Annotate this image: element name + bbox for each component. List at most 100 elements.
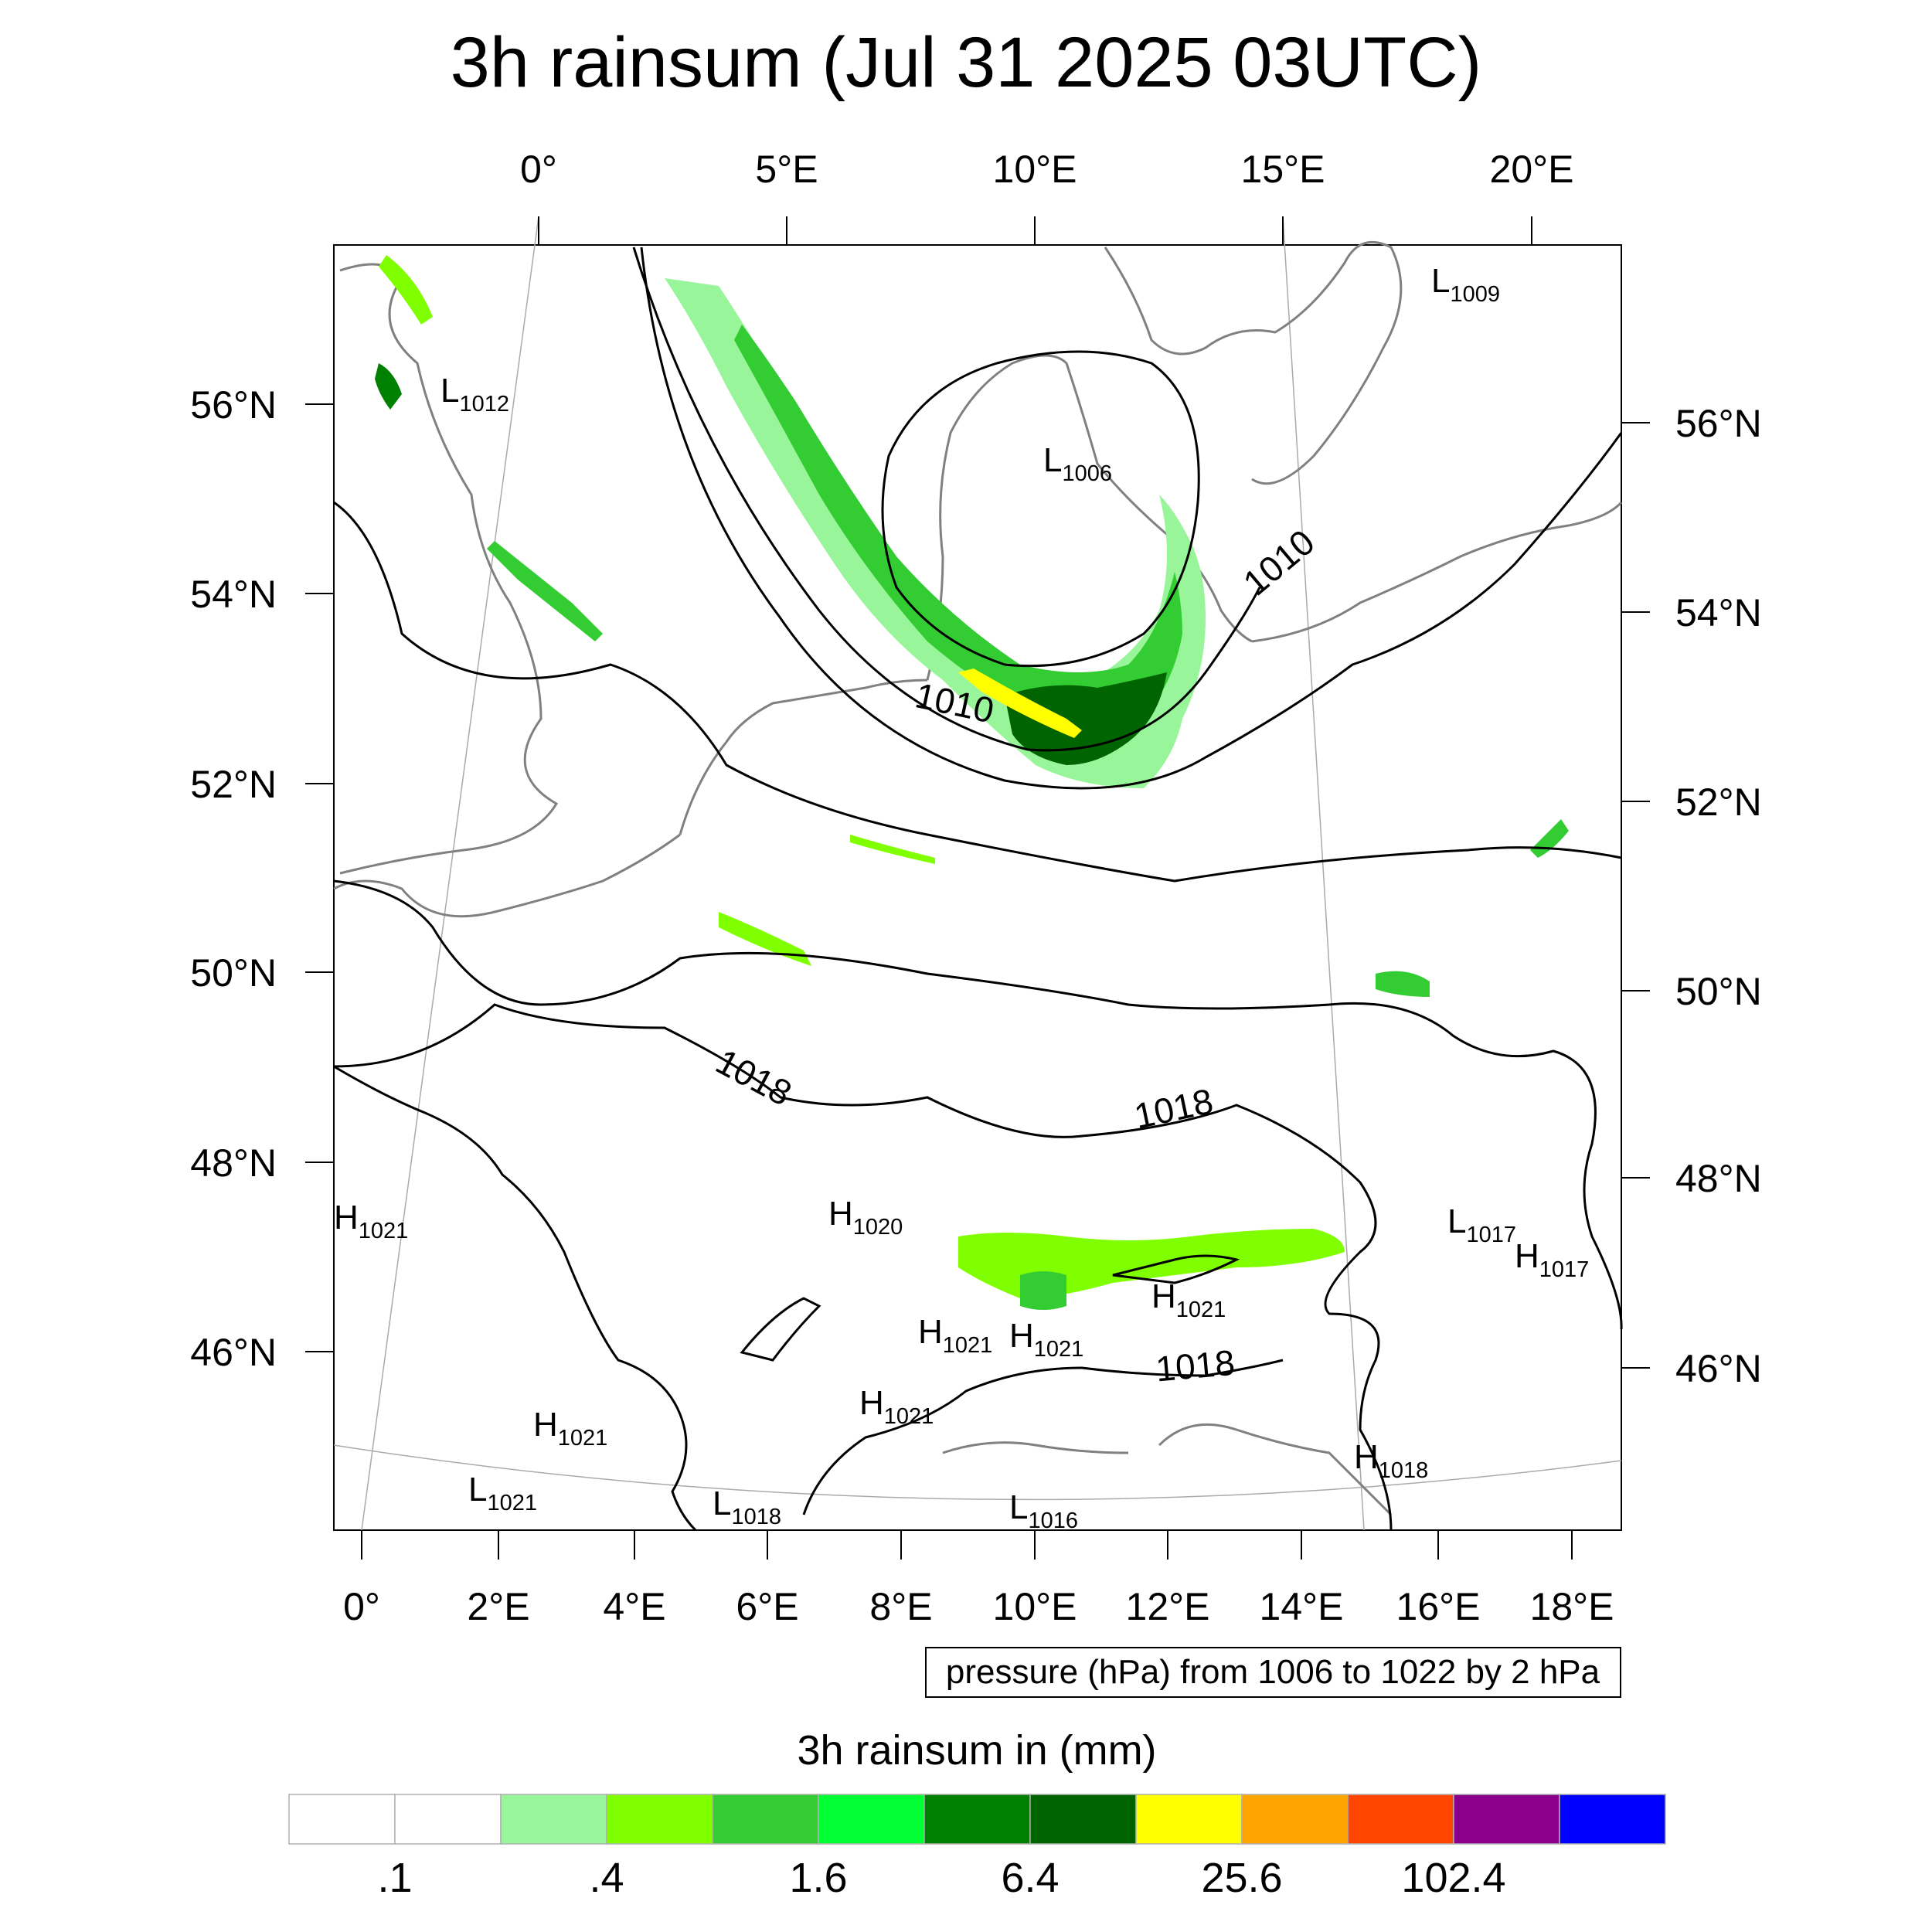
left-tick-label: 46°N	[190, 1331, 277, 1374]
colorbar-tick-label: .4	[589, 1855, 624, 1901]
pressure-info-text: pressure (hPa) from 1006 to 1022 by 2 hP…	[946, 1653, 1600, 1691]
colorbar-swatch	[606, 1794, 713, 1845]
bottom-tick-label: 10°E	[993, 1585, 1077, 1628]
pressure-system-high: H1021	[859, 1384, 934, 1429]
meridian-0	[361, 216, 539, 1531]
bottom-tick-label: 16°E	[1396, 1585, 1481, 1628]
left-tick-label: 50°N	[190, 951, 277, 995]
pressure-info-box: pressure (hPa) from 1006 to 1022 by 2 hP…	[925, 1647, 1621, 1698]
pressure-system-high: H1017	[1515, 1237, 1589, 1282]
colorbar-tick-label: 6.4	[1001, 1855, 1059, 1901]
pressure-system-high: H1018	[1354, 1438, 1428, 1483]
left-tick-label: 52°N	[190, 763, 277, 806]
pressure-system-high: H1021	[1151, 1277, 1226, 1322]
pressure-system-low: L1006	[1043, 441, 1112, 486]
colorbar: 3h rainsum in (mm) .1 .4 1.6 6.4 25.6 102.4	[288, 1727, 1666, 1901]
bottom-tick-label: 14°E	[1260, 1585, 1344, 1628]
pressure-system-low: L1017	[1447, 1202, 1516, 1247]
colorbar-labels: .1 .4 1.6 6.4 25.6 102.4	[377, 1855, 1505, 1901]
pressure-system-low: L1021	[468, 1471, 537, 1515]
rain-scotland	[375, 363, 402, 410]
left-tick-label: 56°N	[190, 383, 277, 427]
colorbar-tick-label: .1	[377, 1855, 412, 1901]
coast-italy-north	[942, 1441, 1129, 1454]
isobar-1016	[333, 1003, 1393, 1531]
colorbar-swatch	[500, 1794, 607, 1845]
left-tick-label: 48°N	[190, 1141, 277, 1185]
rain-band-main	[665, 278, 1206, 788]
pressure-system-high: H1021	[533, 1406, 607, 1451]
pressure-system-high: H1021	[334, 1199, 408, 1243]
pressure-system-low: L1016	[1009, 1488, 1078, 1533]
bottom-tick-label: 0°	[343, 1585, 380, 1628]
coast-adriatic	[1158, 1423, 1393, 1516]
tick-marks	[305, 216, 1650, 1560]
colorbar-swatch	[712, 1794, 819, 1845]
rain-streak-uk-1	[487, 541, 603, 641]
figure-title: 3h rainsum (Jul 31 2025 03UTC)	[451, 23, 1482, 102]
colorbar-swatch	[1559, 1794, 1666, 1845]
rain-alps-core	[1020, 1271, 1066, 1310]
right-tick-label: 52°N	[1675, 781, 1762, 824]
colorbar-swatch	[923, 1794, 1031, 1845]
isobar-1018	[333, 1065, 697, 1532]
parallel-south	[333, 1444, 1622, 1501]
pressure-system-low: L1009	[1431, 262, 1500, 307]
isobar-1006	[881, 350, 1200, 668]
pressure-system-high: H1021	[1009, 1317, 1083, 1362]
left-tick-label: 54°N	[190, 573, 277, 616]
pressure-systems: L1009 L1012 L1006 H1021 H1020 L1017 H101…	[334, 262, 1589, 1533]
bottom-tick-label: 2°E	[467, 1585, 529, 1628]
pressure-info-frame	[925, 1647, 1621, 1698]
pressure-system-high: H1020	[828, 1195, 903, 1240]
isobar-label-1018-s: 1018	[1154, 1342, 1236, 1389]
map-frame	[333, 244, 1622, 1531]
top-tick-label: 20°E	[1490, 148, 1574, 191]
colorbar-swatch	[288, 1794, 396, 1845]
isobar-1010	[640, 247, 1623, 790]
bottom-tick-label: 6°E	[736, 1585, 798, 1628]
rain-streak-uk-2	[379, 255, 433, 325]
colorbar-swatch	[1135, 1794, 1243, 1845]
top-axis-labels: 0° 5°E 10°E 15°E 20°E	[520, 148, 1573, 191]
colorbar-tick-label: 1.6	[789, 1855, 847, 1901]
rain-nl-bands-2	[850, 835, 935, 864]
colorbar-swatch	[818, 1794, 925, 1845]
bottom-tick-label: 4°E	[603, 1585, 665, 1628]
bottom-axis-labels: 0° 2°E 4°E 6°E 8°E 10°E 12°E 14°E 16°E 1…	[343, 1585, 1614, 1628]
map-panel: 1010 1010 1018 1018 1018 L1009 L1012 L10…	[333, 216, 1623, 1533]
colorbar-title: 3h rainsum in (mm)	[797, 1727, 1156, 1774]
isobar-alps-2	[1112, 1254, 1240, 1284]
right-tick-label: 54°N	[1675, 591, 1762, 634]
top-tick-label: 0°	[520, 148, 557, 191]
pressure-system-low: L1012	[440, 372, 509, 417]
pressure-system-high: H1021	[918, 1313, 992, 1358]
right-tick-label: 46°N	[1675, 1347, 1762, 1390]
rain-extreme	[958, 668, 1082, 738]
top-tick-label: 15°E	[1241, 148, 1325, 191]
meridian-15e	[1282, 216, 1365, 1531]
isobar-1008	[632, 247, 1261, 752]
top-tick-label: 10°E	[993, 148, 1077, 191]
colorbar-swatches	[288, 1794, 1666, 1845]
rain-field	[375, 255, 1569, 1310]
coast-uk	[339, 263, 559, 875]
colorbar-swatch	[1347, 1794, 1454, 1845]
isobar-1014	[333, 879, 1623, 1330]
pressure-system-low: L1018	[713, 1485, 781, 1529]
isobar-1018-south	[802, 1359, 1284, 1515]
colorbar-swatch	[1241, 1794, 1349, 1845]
top-tick-label: 5°E	[755, 148, 818, 191]
bottom-tick-label: 8°E	[869, 1585, 932, 1628]
bottom-tick-label: 12°E	[1126, 1585, 1210, 1628]
coast-benelux	[679, 679, 928, 835]
coast-sweden	[1104, 240, 1403, 485]
colorbar-swatch	[1029, 1794, 1137, 1845]
colorbar-swatch	[1453, 1794, 1560, 1845]
coast-france-north	[333, 833, 681, 918]
right-tick-label: 48°N	[1675, 1157, 1762, 1200]
coast-baltic-south	[1251, 501, 1623, 643]
left-axis-labels: 56°N 54°N 52°N 50°N 48°N 46°N	[190, 383, 277, 1374]
isobar-1012	[333, 501, 1622, 883]
